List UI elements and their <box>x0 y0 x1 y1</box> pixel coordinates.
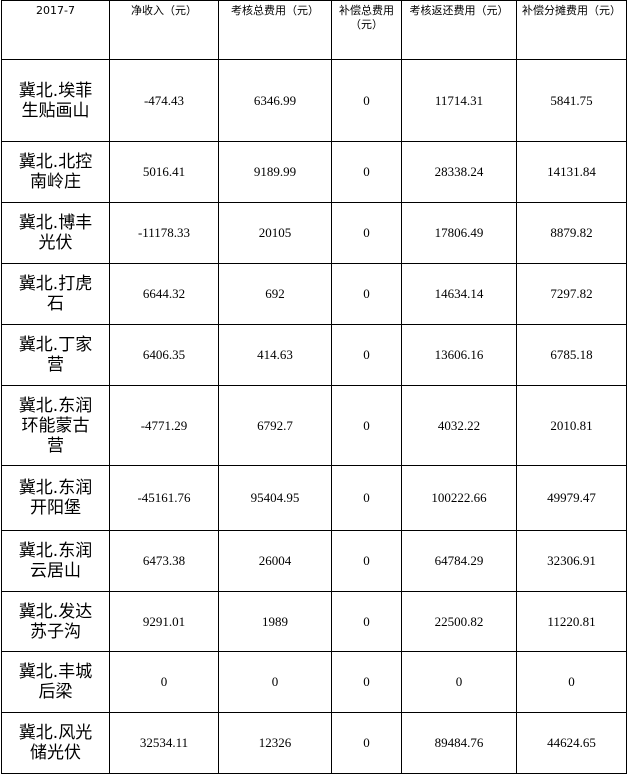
value-cell: 64784.29 <box>401 530 517 592</box>
value-cell: 0 <box>331 324 402 386</box>
value-cell: 6792.7 <box>218 385 332 466</box>
value-cell: 4032.22 <box>401 385 517 466</box>
value-cell: 6644.32 <box>109 263 219 325</box>
value-cell: 6473.38 <box>109 530 219 592</box>
station-name: 冀北.丁家营 <box>1 324 110 386</box>
station-name: 冀北.风光储光伏 <box>1 712 110 774</box>
value-cell: 414.63 <box>218 324 332 386</box>
value-cell: 1989 <box>218 591 332 652</box>
value-cell: 0 <box>331 712 402 774</box>
value-cell: 0 <box>401 651 517 713</box>
value-cell: 22500.82 <box>401 591 517 652</box>
table-row: 冀北.埃菲生贴画山 -474.43 6346.99 0 11714.31 5841.75 <box>1 59 627 142</box>
header-row: 2017-7 净收入（元） 考核总费用（元） 补偿总费用（元） 考核返还费用（元… <box>1 0 627 60</box>
value-cell: -11178.33 <box>109 202 219 264</box>
station-name: 冀北.北控南岭庄 <box>1 141 110 203</box>
value-cell: 0 <box>331 59 402 142</box>
value-cell: 14634.14 <box>401 263 517 325</box>
value-cell: 49979.47 <box>516 465 627 531</box>
value-cell: 0 <box>331 263 402 325</box>
value-cell: 6406.35 <box>109 324 219 386</box>
value-cell: 11714.31 <box>401 59 517 142</box>
table-row: 冀北.发达苏子沟 9291.01 1989 0 22500.82 11220.81 <box>1 591 627 652</box>
station-name: 冀北.丰城后梁 <box>1 651 110 713</box>
value-cell: -4771.29 <box>109 385 219 466</box>
header-cell: 考核返还费用（元） <box>401 0 517 60</box>
value-cell: 2010.81 <box>516 385 627 466</box>
value-cell: 26004 <box>218 530 332 592</box>
value-cell: 0 <box>331 202 402 264</box>
value-cell: 11220.81 <box>516 591 627 652</box>
value-cell: 100222.66 <box>401 465 517 531</box>
station-name: 冀北.东润开阳堡 <box>1 465 110 531</box>
value-cell: 14131.84 <box>516 141 627 203</box>
value-cell: 6346.99 <box>218 59 332 142</box>
value-cell: 5016.41 <box>109 141 219 203</box>
value-cell: 7297.82 <box>516 263 627 325</box>
table-row: 冀北.北控南岭庄 5016.41 9189.99 0 28338.24 14131.84 <box>1 141 627 203</box>
value-cell: 0 <box>331 530 402 592</box>
value-cell: 95404.95 <box>218 465 332 531</box>
station-name: 冀北.打虎石 <box>1 263 110 325</box>
header-cell: 补偿总费用（元） <box>331 0 402 60</box>
station-name: 冀北.博丰光伏 <box>1 202 110 264</box>
value-cell: 32534.11 <box>109 712 219 774</box>
value-cell: -45161.76 <box>109 465 219 531</box>
table-row: 冀北.博丰光伏 -11178.33 20105 0 17806.49 8879.82 <box>1 202 627 264</box>
table-row: 冀北.风光储光伏 32534.11 12326 0 89484.76 44624.65 <box>1 712 627 774</box>
table-row: 冀北.东润云居山 6473.38 26004 0 64784.29 32306.91 <box>1 530 627 592</box>
value-cell: 89484.76 <box>401 712 517 774</box>
value-cell: 28338.24 <box>401 141 517 203</box>
value-cell: 0 <box>331 385 402 466</box>
value-cell: 5841.75 <box>516 59 627 142</box>
value-cell: 20105 <box>218 202 332 264</box>
value-cell: 0 <box>331 591 402 652</box>
table-row: 冀北.丰城后梁 0 0 0 0 0 <box>1 651 627 713</box>
value-cell: 0 <box>516 651 627 713</box>
value-cell: 13606.16 <box>401 324 517 386</box>
value-cell: 32306.91 <box>516 530 627 592</box>
table-row: 冀北.东润环能蒙古营 -4771.29 6792.7 0 4032.22 2010.81 <box>1 385 627 466</box>
value-cell: 44624.65 <box>516 712 627 774</box>
station-name: 冀北.埃菲生贴画山 <box>1 59 110 142</box>
value-cell: 6785.18 <box>516 324 627 386</box>
value-cell: 0 <box>218 651 332 713</box>
value-cell: 9291.01 <box>109 591 219 652</box>
value-cell: 9189.99 <box>218 141 332 203</box>
header-cell: 考核总费用（元） <box>218 0 332 60</box>
value-cell: 0 <box>331 141 402 203</box>
value-cell: 8879.82 <box>516 202 627 264</box>
station-name: 冀北.发达苏子沟 <box>1 591 110 652</box>
station-name: 冀北.东润环能蒙古营 <box>1 385 110 466</box>
value-cell: 0 <box>331 465 402 531</box>
header-cell: 补偿分摊费用（元） <box>516 0 627 60</box>
table-row: 冀北.打虎石 6644.32 692 0 14634.14 7297.82 <box>1 263 627 325</box>
value-cell: 12326 <box>218 712 332 774</box>
value-cell: 17806.49 <box>401 202 517 264</box>
value-cell: 0 <box>109 651 219 713</box>
value-cell: 0 <box>331 651 402 713</box>
value-cell: -474.43 <box>109 59 219 142</box>
station-name: 冀北.东润云居山 <box>1 530 110 592</box>
table-row: 冀北.丁家营 6406.35 414.63 0 13606.16 6785.18 <box>1 324 627 386</box>
table-row: 冀北.东润开阳堡 -45161.76 95404.95 0 100222.66 49979… <box>1 465 627 531</box>
value-cell: 692 <box>218 263 332 325</box>
header-cell: 2017-7 <box>1 0 110 60</box>
header-cell: 净收入（元） <box>109 0 219 60</box>
